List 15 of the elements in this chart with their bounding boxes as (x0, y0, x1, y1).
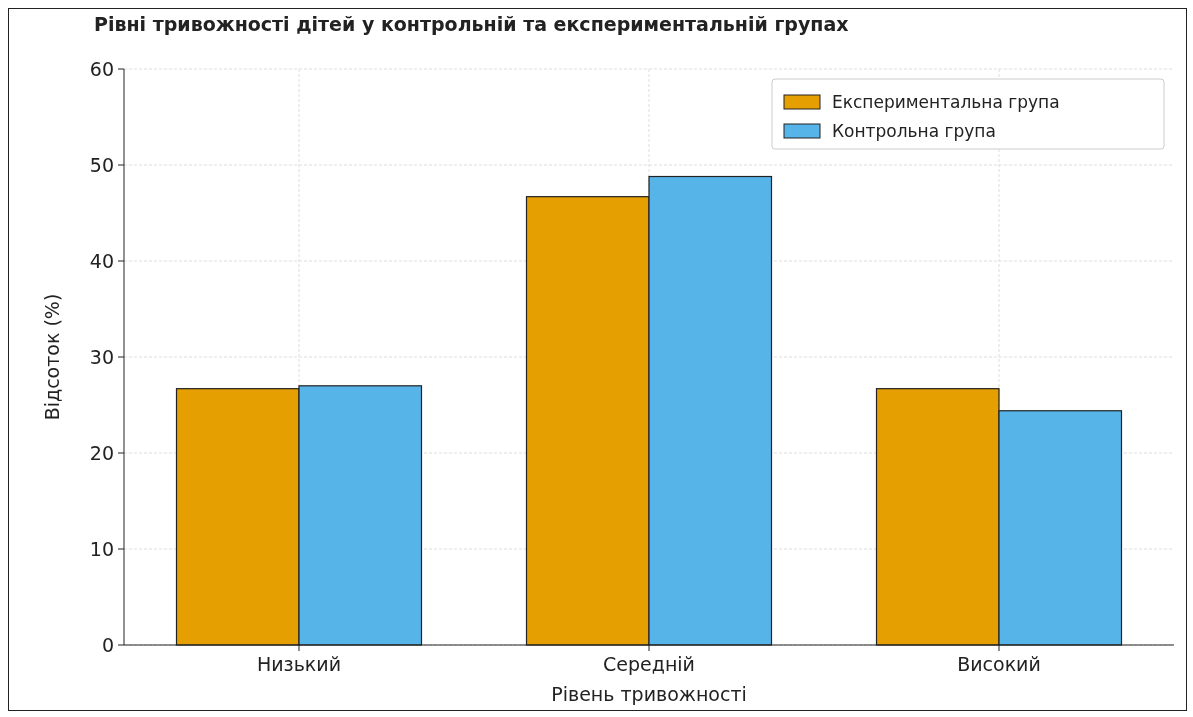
x-tick-label: Низький (256, 653, 342, 675)
x-tick-label: Високий (957, 653, 1041, 675)
y-tick-label: 0 (101, 633, 114, 656)
y-tick-label: 50 (89, 153, 114, 176)
x-axis-title: Рівень тривожності (551, 683, 747, 705)
y-axis-title: Відсоток (%) (41, 293, 63, 421)
y-tick-label: 40 (89, 249, 114, 272)
y-tick-label: 20 (89, 441, 114, 464)
legend-label: Контрольна група (832, 120, 996, 141)
x-tick-label: Середній (603, 653, 695, 675)
y-tick-label: 30 (89, 345, 114, 368)
y-tick-label: 60 (89, 57, 114, 80)
legend-label: Експериментальна група (832, 91, 1060, 112)
y-tick-label: 10 (89, 537, 114, 560)
chart-title: Рівні тривожності дітей у контрольній та експериментальній групах (94, 13, 849, 35)
